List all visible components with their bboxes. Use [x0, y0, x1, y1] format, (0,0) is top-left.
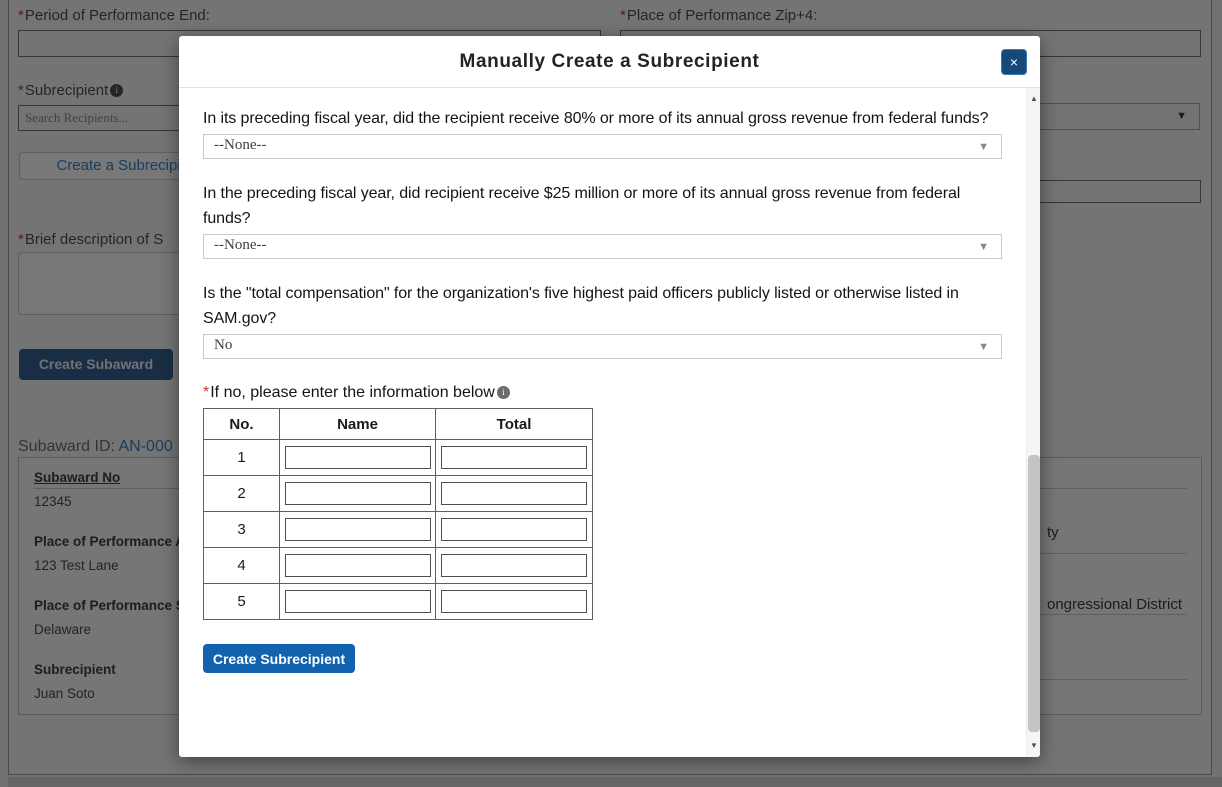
table-header-row: No. Name Total [203, 408, 593, 440]
select-value: No [214, 337, 233, 353]
dropdown-arrow-icon: ▼ [978, 341, 989, 353]
table-row: 5 [203, 583, 593, 620]
manually-create-subrecipient-modal: Manually Create a Subrecipient × In its … [179, 36, 1040, 757]
name-input-5[interactable] [284, 590, 431, 613]
select-value: --None-- [214, 237, 267, 253]
row-number: 2 [203, 475, 280, 512]
row-number: 1 [203, 439, 280, 476]
name-input-2[interactable] [284, 482, 431, 505]
column-header-no: No. [203, 408, 280, 440]
dropdown-arrow-icon: ▼ [978, 141, 989, 153]
question-25-million-select[interactable]: --None-- ▼ [203, 234, 1002, 259]
column-header-total: Total [435, 408, 593, 440]
dropdown-arrow-icon: ▼ [978, 241, 989, 253]
officers-table: No. Name Total 1 2 3 4 [203, 408, 593, 620]
modal-header: Manually Create a Subrecipient × [179, 36, 1040, 88]
question-25-million: In the preceding fiscal year, did recipi… [203, 185, 961, 227]
table-row: 4 [203, 547, 593, 584]
total-input-1[interactable] [441, 446, 587, 469]
create-subrecipient-button[interactable]: Create Subrecipient [203, 644, 355, 673]
total-input-3[interactable] [441, 518, 587, 541]
modal-scrollbar[interactable]: ▲ ▼ [1026, 88, 1040, 757]
total-input-2[interactable] [441, 482, 587, 505]
table-row: 3 [203, 511, 593, 548]
question-80-percent-select[interactable]: --None-- ▼ [203, 134, 1002, 159]
row-number: 4 [203, 547, 280, 584]
modal-body: In its preceding fiscal year, did the re… [179, 88, 1026, 757]
scroll-down-icon[interactable]: ▼ [1030, 741, 1038, 750]
scroll-up-icon[interactable]: ▲ [1030, 94, 1038, 103]
scrollbar-thumb[interactable] [1028, 455, 1040, 732]
modal-title: Manually Create a Subrecipient [459, 51, 760, 72]
required-asterisk: * [203, 384, 210, 401]
row-number: 3 [203, 511, 280, 548]
name-input-3[interactable] [284, 518, 431, 541]
total-input-4[interactable] [441, 554, 587, 577]
ifno-label: *If no, please enter the information bel… [203, 384, 1002, 402]
question-total-compensation-select[interactable]: No ▼ [203, 334, 1002, 359]
table-row: 2 [203, 475, 593, 512]
select-value: --None-- [214, 137, 267, 153]
table-row: 1 [203, 439, 593, 476]
name-input-1[interactable] [284, 446, 431, 469]
row-number: 5 [203, 583, 280, 620]
question-80-percent: In its preceding fiscal year, did the re… [203, 110, 989, 127]
question-total-compensation: Is the "total compensation" for the orga… [203, 285, 959, 327]
column-header-name: Name [279, 408, 436, 440]
close-icon[interactable]: × [1001, 49, 1027, 75]
name-input-4[interactable] [284, 554, 431, 577]
info-icon[interactable]: i [496, 386, 510, 399]
total-input-5[interactable] [441, 590, 587, 613]
